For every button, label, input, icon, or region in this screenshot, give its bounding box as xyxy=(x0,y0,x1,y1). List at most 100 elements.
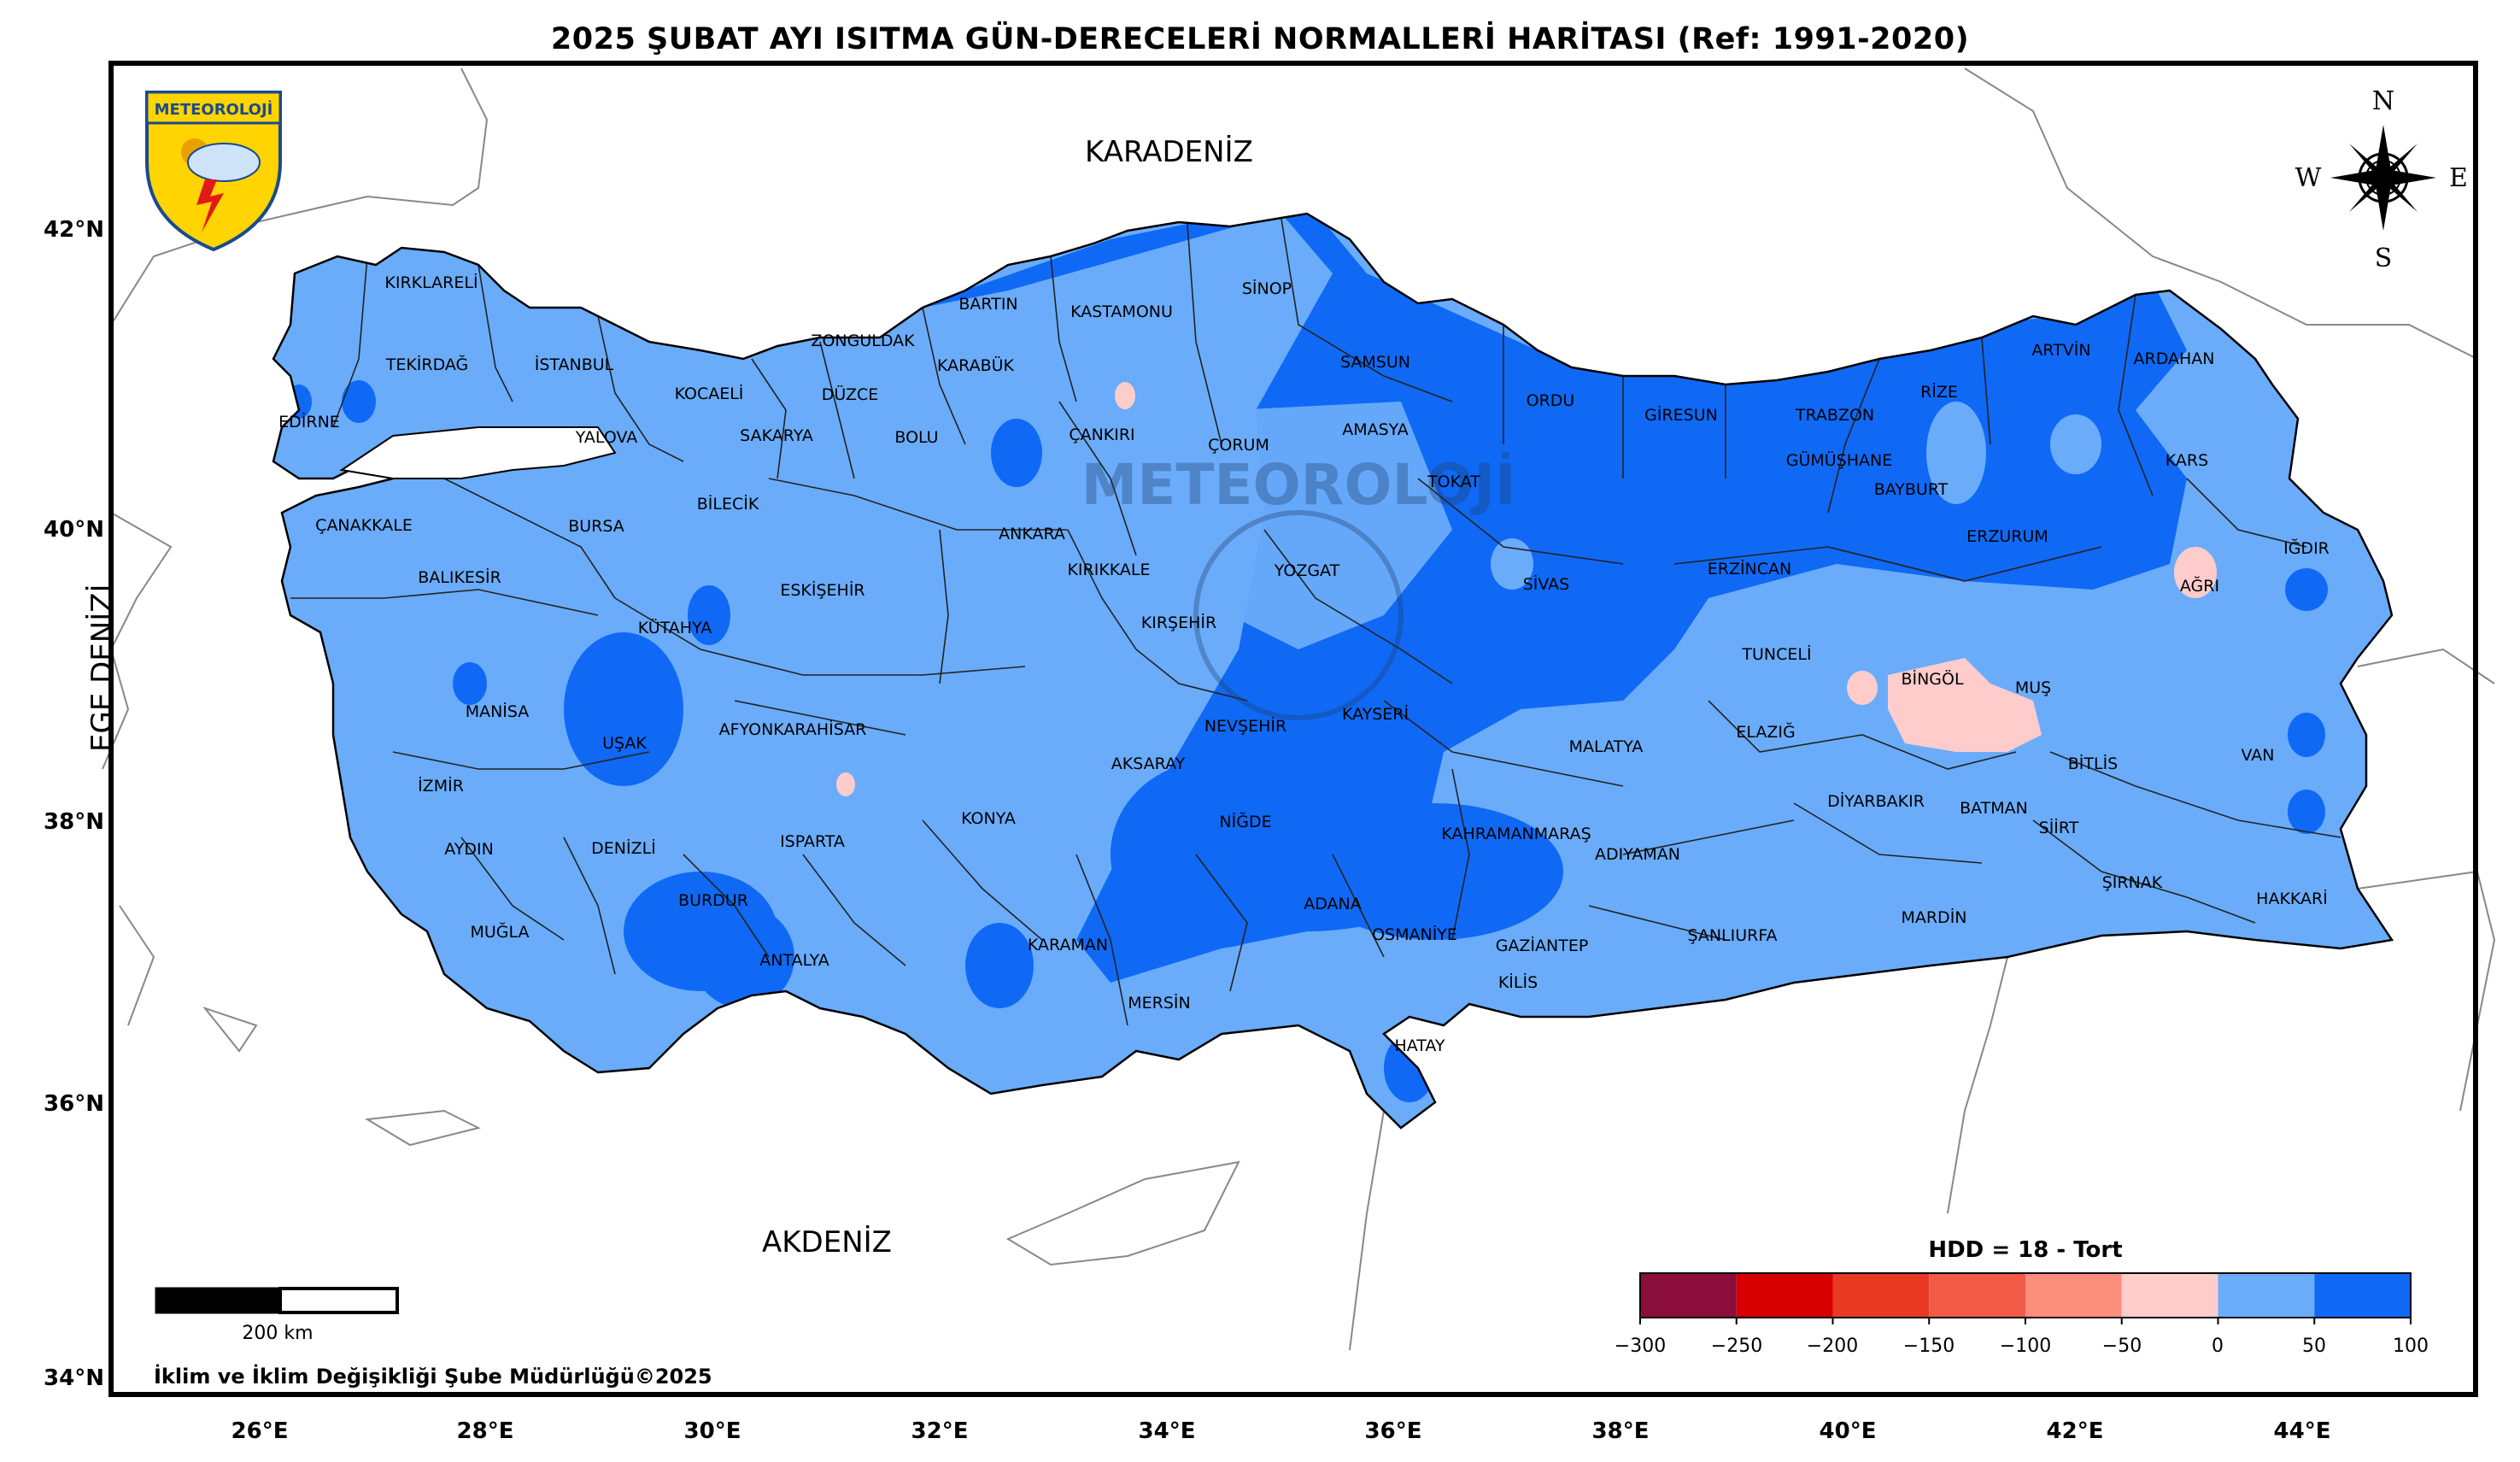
lon-tick: 36°E xyxy=(1364,1418,1422,1444)
colorbar-tick: −150 xyxy=(1902,1336,1955,1357)
label-nigde: NİĞDE xyxy=(1219,811,1271,831)
label-bursa: BURSA xyxy=(568,517,624,536)
label-tokat: TOKAT xyxy=(1427,473,1480,491)
label-kilis: KİLİS xyxy=(1498,972,1538,992)
map-frame xyxy=(108,61,2478,1397)
label-antalya: ANTALYA xyxy=(759,951,829,970)
label-samsun: SAMSUN xyxy=(1340,353,1410,372)
label-ordu: ORDU xyxy=(1527,391,1575,410)
label-burdur: BURDUR xyxy=(678,891,748,910)
svg-text:METEOROLOJİ: METEOROLOJİ xyxy=(1081,452,1516,518)
label-siirt: SİİRT xyxy=(2039,818,2079,837)
colorbar-tick: −200 xyxy=(1806,1336,1859,1357)
label-bolu: BOLU xyxy=(894,428,938,447)
compass-rose: N S E W xyxy=(2295,86,2468,273)
label-erzincan: ERZİNCAN xyxy=(1708,559,1792,578)
label-batman: BATMAN xyxy=(1960,799,2028,818)
label-kutahya: KÜTAHYA xyxy=(638,618,712,637)
colorbar-swatch xyxy=(2218,1273,2315,1318)
label-yalova: YALOVA xyxy=(575,428,637,447)
colorbar-swatch xyxy=(2121,1273,2218,1318)
svg-text:W: W xyxy=(2295,163,2322,193)
label-kastamonu: KASTAMONU xyxy=(1070,302,1173,321)
lon-tick: 32°E xyxy=(911,1418,969,1444)
meteoroloji-logo: METEOROLOJİ xyxy=(145,91,282,252)
label-mus: MUŞ xyxy=(2015,678,2051,697)
label-hakkari: HAKKARİ xyxy=(2256,889,2328,908)
sea-label-south: AKDENİZ xyxy=(762,1225,892,1259)
label-kars: KARS xyxy=(2165,451,2208,470)
label-afyon: AFYONKARAHİSAR xyxy=(719,719,867,739)
colorbar-swatch xyxy=(2314,1273,2411,1318)
label-kayseri: KAYSERİ xyxy=(1342,704,1409,724)
lon-tick: 42°E xyxy=(2046,1418,2104,1444)
label-kocaeli: KOCAELİ xyxy=(675,384,744,403)
label-gaziantep: GAZİANTEP xyxy=(1496,936,1589,955)
label-edirne: EDİRNE xyxy=(278,412,340,432)
lon-tick: 30°E xyxy=(683,1418,741,1444)
scale-bar-label: 200 km xyxy=(242,1323,314,1344)
label-elazig: ELAZIĞ xyxy=(1736,721,1795,742)
label-kirikkale: KIRIKKALE xyxy=(1067,561,1150,579)
label-tekirdag: TEKİRDAĞ xyxy=(385,354,469,374)
label-balikesir: BALIKESİR xyxy=(418,567,501,587)
label-aksaray: AKSARAY xyxy=(1111,754,1186,773)
label-erzurum: ERZURUM xyxy=(1966,527,2048,546)
colorbar-tick: 50 xyxy=(2302,1336,2326,1357)
label-cankiri: ÇANKIRI xyxy=(1069,426,1134,444)
colorbar-swatch xyxy=(1640,1273,1737,1318)
colorbar-tick: −250 xyxy=(1710,1336,1763,1357)
label-istanbul: İSTANBUL xyxy=(535,355,614,374)
label-karaman: KARAMAN xyxy=(1028,936,1108,954)
label-sinop: SİNOP xyxy=(1242,279,1292,298)
label-kirklareli: KIRKLARELİ xyxy=(384,273,478,292)
province-borders xyxy=(290,218,2341,1026)
label-osmaniye: OSMANİYE xyxy=(1372,925,1457,944)
label-bartin: BARTIN xyxy=(958,295,1017,314)
label-diyarbakir: DİYARBAKIR xyxy=(1827,791,1925,811)
colorbar-tick: 100 xyxy=(2393,1336,2429,1357)
label-amasya: AMASYA xyxy=(1342,420,1409,439)
credit-text: İklim ve İklim Değişikliği Şube Müdürlüğ… xyxy=(154,1365,712,1389)
label-sivas: SİVAS xyxy=(1523,574,1570,594)
label-duzce: DÜZCE xyxy=(822,385,879,404)
label-konya: KONYA xyxy=(961,809,1016,828)
label-nevsehir: NEVŞEHİR xyxy=(1204,716,1286,736)
label-bitlis: BİTLİS xyxy=(2068,754,2119,773)
label-mersin: MERSİN xyxy=(1128,993,1190,1013)
label-giresun: GİRESUN xyxy=(1644,405,1718,425)
colorbar-swatch xyxy=(1736,1273,1833,1318)
watermark: METEOROLOJİ xyxy=(1081,452,1516,720)
svg-text:S: S xyxy=(2375,244,2393,273)
lat-tick: 34°N xyxy=(44,1365,104,1391)
lon-tick: 40°E xyxy=(1819,1418,1877,1444)
label-tunceli: TUNCELİ xyxy=(1741,644,1811,664)
label-ankara: ANKARA xyxy=(999,525,1065,543)
label-denizli: DENİZLİ xyxy=(591,838,656,858)
label-karabuk: KARABÜK xyxy=(937,355,1014,375)
label-kahramanmaras: KAHRAMANMARAŞ xyxy=(1441,825,1591,843)
label-mardin: MARDİN xyxy=(1901,907,1966,927)
lon-tick: 44°E xyxy=(2273,1418,2331,1444)
label-bayburt: BAYBURT xyxy=(1874,480,1949,499)
label-bingol: BİNGÖL xyxy=(1901,669,1964,689)
label-ardahan: ARDAHAN xyxy=(2134,349,2215,368)
label-artvin: ARTVİN xyxy=(2031,340,2090,360)
svg-text:METEOROLOJİ: METEOROLOJİ xyxy=(155,100,273,119)
label-gumushane: GÜMÜŞHANE xyxy=(1786,450,1893,470)
lon-tick: 28°E xyxy=(456,1418,514,1444)
colorbar-tick: −100 xyxy=(1999,1336,2052,1357)
label-eskisehir: ESKİŞEHİR xyxy=(780,580,864,600)
lat-tick: 40°N xyxy=(44,517,104,543)
label-van: VAN xyxy=(2242,746,2275,765)
label-sakarya: SAKARYA xyxy=(740,426,813,445)
svg-text:E: E xyxy=(2449,163,2468,193)
lon-tick: 38°E xyxy=(1591,1418,1650,1444)
label-mugla: MUĞLA xyxy=(470,921,529,942)
colorbar-tick: 0 xyxy=(2212,1336,2224,1357)
label-rize: RİZE xyxy=(1920,382,1958,402)
lat-tick: 38°N xyxy=(44,809,104,835)
scale-bar xyxy=(155,1287,399,1314)
province-labels: KIRKLARELİ EDİRNE TEKİRDAĞ İSTANBUL YALO… xyxy=(278,273,2330,1055)
